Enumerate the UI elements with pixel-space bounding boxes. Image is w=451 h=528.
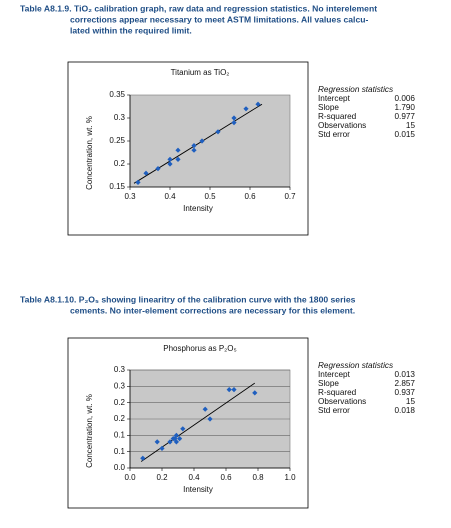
data-point <box>135 179 141 185</box>
stats-label: Slope <box>318 379 339 388</box>
caption-line: lated within the required limit. <box>70 25 192 35</box>
stats-value: 0.013 <box>395 370 416 379</box>
x-tick-label: 1.0 <box>284 473 296 482</box>
stats-label: Intercept <box>318 370 351 379</box>
y-tick-label: 0.25 <box>109 136 125 145</box>
data-point <box>175 156 181 162</box>
data-point <box>226 387 232 393</box>
x-tick-label: 0.3 <box>124 192 136 201</box>
y-tick-label: 0.3 <box>114 113 126 122</box>
data-point <box>167 156 173 162</box>
x-tick-label: 0.5 <box>204 192 216 201</box>
stats-value: 0.006 <box>395 94 416 103</box>
y-tick-label: 0.1 <box>114 430 126 439</box>
x-tick-label: 0.2 <box>156 473 168 482</box>
chart-title: Titanium as TiO₂ <box>171 68 230 77</box>
x-tick-label: 0.8 <box>252 473 264 482</box>
y-tick-label: 0.35 <box>109 90 125 99</box>
chart-title: Phosphorus as P₂O₅ <box>163 344 236 353</box>
data-point <box>199 138 205 144</box>
data-point <box>143 170 149 176</box>
data-point <box>191 147 197 153</box>
stats-label: Std error <box>318 406 350 415</box>
stats-value: 0.937 <box>395 388 416 397</box>
stats-value: 1.790 <box>395 103 416 112</box>
x-tick-label: 0.4 <box>188 473 200 482</box>
data-point <box>252 390 258 396</box>
y-axis-label: Concentration, wt. % <box>85 394 94 468</box>
data-point <box>231 115 237 121</box>
data-point <box>231 120 237 126</box>
stats-label: R-squared <box>318 388 357 397</box>
data-point <box>243 106 249 112</box>
caption-line: corrections appear necessary to meet AST… <box>70 14 368 24</box>
stats-value: 15 <box>406 397 416 406</box>
data-point <box>173 439 179 445</box>
y-tick-label: 0.2 <box>114 159 126 168</box>
x-tick-label: 0.0 <box>124 473 136 482</box>
data-point <box>167 161 173 167</box>
data-point <box>159 445 165 451</box>
stats-value: 0.018 <box>395 406 416 415</box>
caption-line: Table A8.1.10. P₂O₅ showing linearitry o… <box>20 294 356 304</box>
data-point <box>255 101 261 107</box>
data-point <box>231 387 237 393</box>
data-point <box>140 455 146 461</box>
trendline <box>133 103 263 184</box>
y-tick-label: 0.0 <box>114 463 126 472</box>
stats-label: Slope <box>318 103 339 112</box>
x-tick-label: 0.4 <box>164 192 176 201</box>
data-point <box>177 436 183 442</box>
stats-label: R-squared <box>318 112 357 121</box>
data-point <box>155 166 161 172</box>
plot-area <box>129 94 291 188</box>
stats-heading: Regression statistics <box>318 361 393 370</box>
x-axis-label: Intensity <box>183 485 213 494</box>
y-tick-label: 0.2 <box>114 414 126 423</box>
data-point <box>154 439 160 445</box>
caption-line: cements. No inter-element corrections ar… <box>70 305 355 315</box>
stats-label: Observations <box>318 121 366 130</box>
stats-value: 15 <box>406 121 416 130</box>
y-tick-label: 0.1 <box>114 447 126 456</box>
x-tick-label: 0.7 <box>284 192 296 201</box>
stats-value: 0.015 <box>395 130 416 139</box>
stats-value: 0.977 <box>395 112 416 121</box>
data-point <box>180 426 186 432</box>
stats-label: Intercept <box>318 94 351 103</box>
x-tick-label: 0.6 <box>244 192 256 201</box>
data-point <box>202 406 208 412</box>
y-tick-label: 0.2 <box>114 398 126 407</box>
y-tick-label: 0.15 <box>109 182 125 191</box>
y-tick-label: 0.3 <box>114 365 126 374</box>
stats-heading: Regression statistics <box>318 85 393 94</box>
y-axis-label: Concentration, wt. % <box>85 116 94 190</box>
data-point <box>175 147 181 153</box>
stats-label: Observations <box>318 397 366 406</box>
data-point <box>173 432 179 438</box>
caption-line: Table A8.1.9. TiO₂ calibration graph, ra… <box>20 3 377 13</box>
data-point <box>191 143 197 149</box>
data-point <box>167 439 173 445</box>
x-tick-label: 0.6 <box>220 473 232 482</box>
stats-label: Std error <box>318 130 350 139</box>
data-point <box>215 129 221 135</box>
x-axis-label: Intensity <box>183 204 213 213</box>
stats-value: 2.857 <box>395 379 416 388</box>
data-point <box>207 416 213 422</box>
y-tick-label: 0.3 <box>114 381 126 390</box>
data-point <box>172 436 178 442</box>
